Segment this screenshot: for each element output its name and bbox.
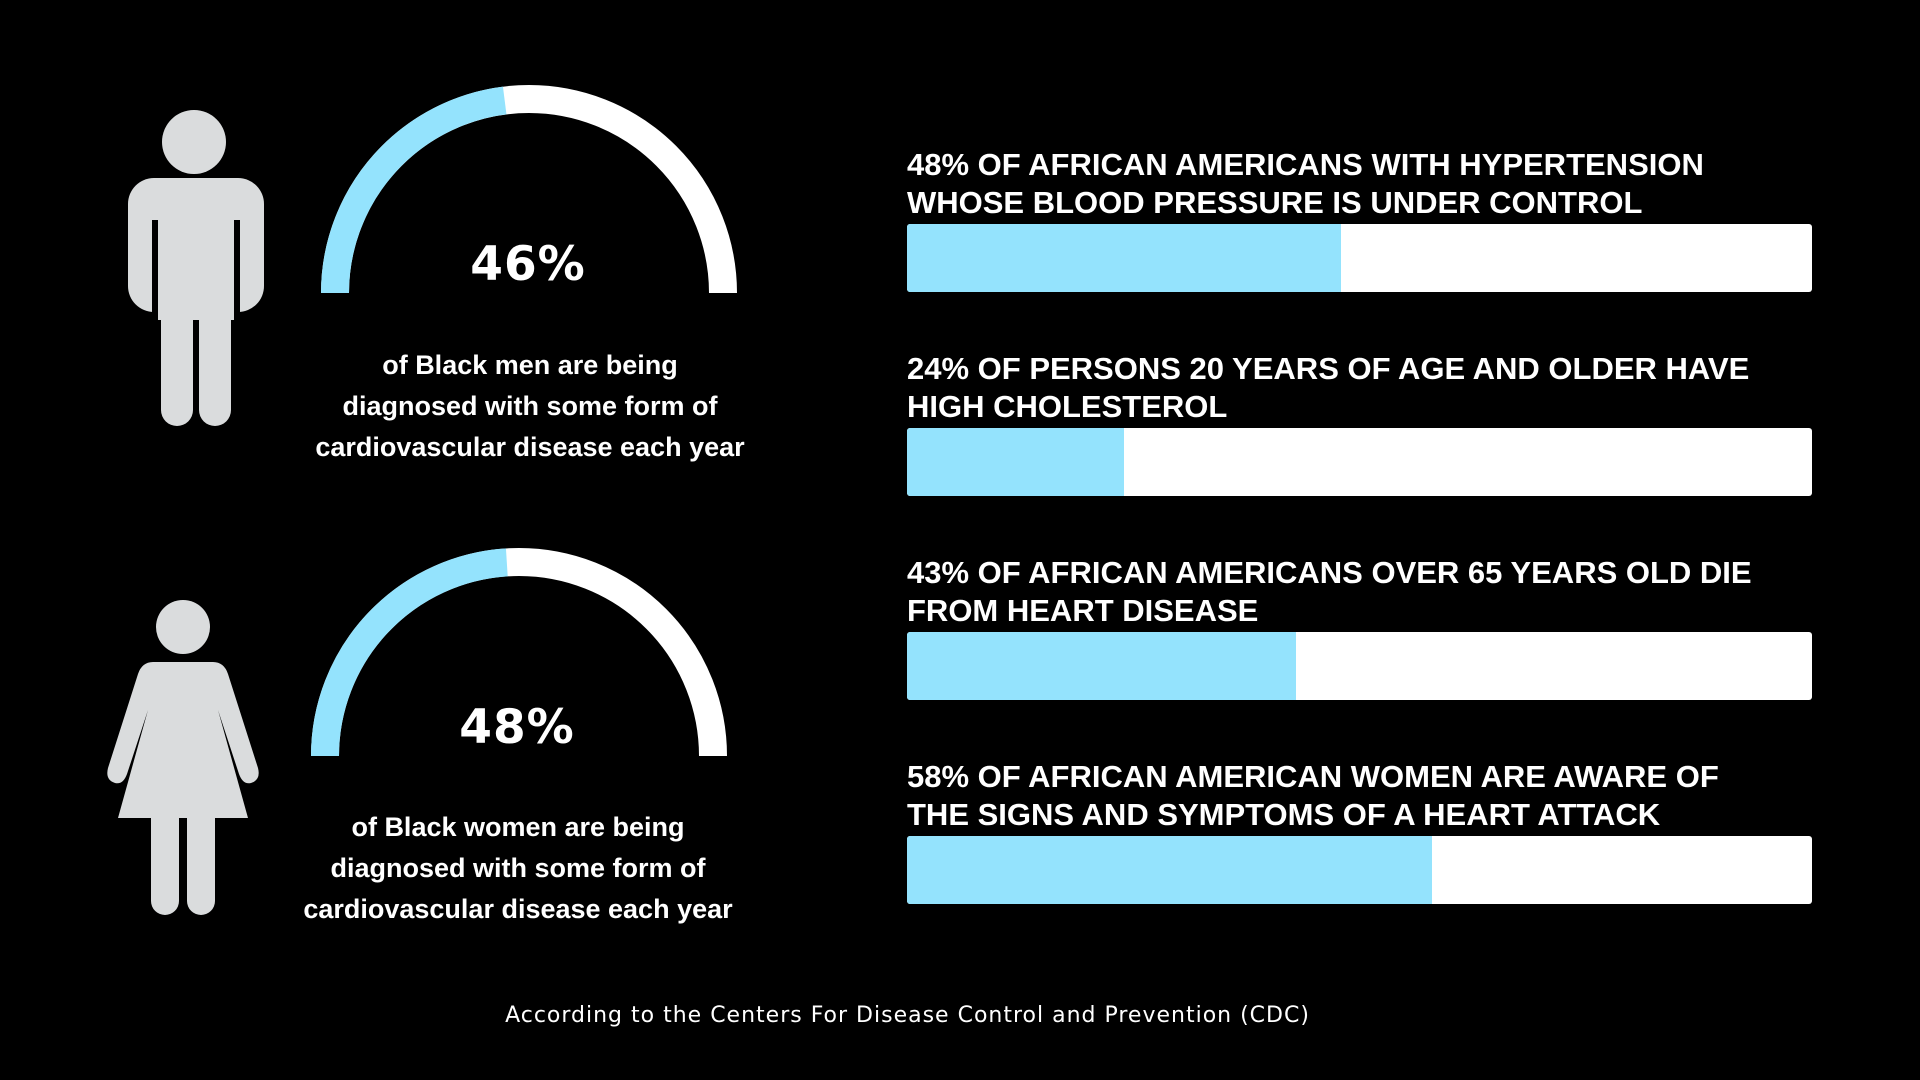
stat-label-line: 58% of African American women are aware …	[907, 759, 1719, 794]
gauge-women-value: 48%	[459, 700, 575, 755]
gauge-women-fill	[311, 548, 508, 757]
stat-label-line: whose blood pressure is under control	[907, 185, 1643, 220]
male-figure-icon	[128, 110, 264, 426]
stat-label-line: 43% of African Americans over 65 years o…	[907, 555, 1752, 590]
stat-heart-disease-deaths: 43% of African Americans over 65 years o…	[907, 554, 1813, 700]
stat-label-line: the signs and symptoms of a heart attack	[907, 797, 1661, 832]
stat-bar-track	[907, 632, 1812, 700]
stat-label-line: 48% of African Americans with hypertensi…	[907, 147, 1704, 182]
stat-label-line: high cholesterol	[907, 389, 1228, 424]
caption-line: diagnosed with some form of	[342, 391, 718, 421]
stat-bar-fill	[907, 224, 1342, 292]
gauge-women	[311, 548, 727, 757]
caption-line: of Black men are being	[382, 350, 678, 380]
stat-heart-attack-awareness: 58% of African American women are aware …	[907, 758, 1813, 904]
stat-label: 24% of persons 20 years of age and older…	[907, 350, 1813, 428]
gauge-men-value: 46%	[470, 237, 586, 292]
gauge-women-caption: of Black women are being diagnosed with …	[258, 807, 778, 930]
stat-high-cholesterol: 24% of persons 20 years of age and older…	[907, 350, 1813, 496]
caption-line: diagnosed with some form of	[330, 853, 706, 883]
stat-label: 48% of African Americans with hypertensi…	[907, 146, 1813, 224]
stat-bar-track	[907, 224, 1812, 292]
male-figure-arm-gaps	[152, 220, 240, 320]
female-figure-icon	[107, 600, 259, 915]
stat-label: 58% of African American women are aware …	[907, 758, 1813, 836]
stat-bar-track	[907, 428, 1812, 496]
stat-bar-fill	[907, 632, 1297, 700]
source-note: According to the Centers For Disease Con…	[505, 1003, 1310, 1028]
stat-bar-track	[907, 836, 1812, 904]
caption-line: cardiovascular disease each year	[303, 894, 733, 924]
gauge-men-caption: of Black men are being diagnosed with so…	[270, 345, 790, 468]
gauge-men	[321, 85, 737, 294]
caption-line: cardiovascular disease each year	[315, 432, 745, 462]
stat-label-line: 24% of persons 20 years of age and older…	[907, 351, 1750, 386]
stat-bar-fill	[907, 836, 1432, 904]
stat-bar-fill	[907, 428, 1125, 496]
gauge-men-fill	[321, 86, 507, 294]
stat-label: 43% of African Americans over 65 years o…	[907, 554, 1813, 632]
caption-line: of Black women are being	[351, 812, 685, 842]
stat-label-line: from heart disease	[907, 593, 1259, 628]
stat-hypertension-control: 48% of African Americans with hypertensi…	[907, 146, 1813, 292]
